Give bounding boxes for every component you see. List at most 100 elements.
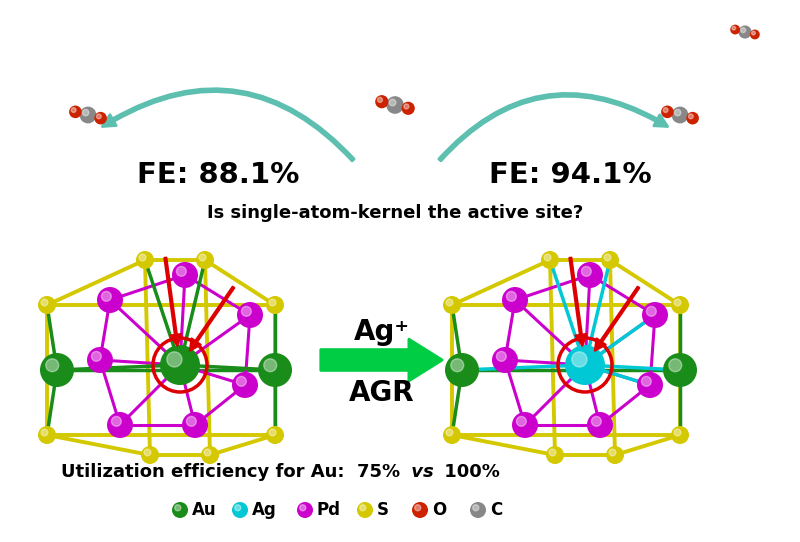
Text: Is single-atom-kernel the active site?: Is single-atom-kernel the active site? bbox=[207, 204, 583, 222]
Circle shape bbox=[297, 502, 313, 518]
Circle shape bbox=[269, 429, 276, 436]
Circle shape bbox=[751, 31, 755, 35]
Circle shape bbox=[506, 292, 516, 301]
Circle shape bbox=[642, 377, 651, 386]
FancyArrowPatch shape bbox=[439, 93, 668, 161]
Circle shape bbox=[663, 353, 697, 387]
Circle shape bbox=[473, 505, 478, 511]
Circle shape bbox=[601, 251, 619, 269]
Circle shape bbox=[360, 505, 366, 511]
Text: Utilization efficiency for Au:  75%: Utilization efficiency for Au: 75% bbox=[61, 463, 400, 481]
Circle shape bbox=[671, 107, 688, 124]
Circle shape bbox=[38, 426, 56, 444]
Circle shape bbox=[663, 108, 668, 113]
Circle shape bbox=[40, 353, 74, 387]
Circle shape bbox=[107, 412, 133, 438]
Circle shape bbox=[642, 302, 668, 328]
Circle shape bbox=[269, 299, 276, 306]
Text: O: O bbox=[432, 501, 446, 519]
Circle shape bbox=[674, 429, 681, 436]
Circle shape bbox=[38, 296, 56, 314]
Circle shape bbox=[591, 416, 602, 427]
Circle shape bbox=[750, 30, 760, 40]
Circle shape bbox=[237, 377, 246, 386]
Circle shape bbox=[174, 505, 181, 511]
Circle shape bbox=[445, 353, 479, 387]
Circle shape bbox=[97, 287, 123, 313]
Circle shape bbox=[69, 106, 82, 118]
Circle shape bbox=[404, 104, 409, 109]
Circle shape bbox=[375, 95, 389, 108]
Circle shape bbox=[91, 351, 102, 362]
Circle shape bbox=[414, 505, 421, 511]
Circle shape bbox=[79, 107, 97, 124]
Circle shape bbox=[186, 416, 196, 427]
Circle shape bbox=[609, 449, 616, 456]
Circle shape bbox=[232, 372, 258, 398]
Circle shape bbox=[172, 502, 188, 518]
Circle shape bbox=[167, 352, 182, 367]
Circle shape bbox=[572, 352, 587, 367]
Circle shape bbox=[196, 251, 214, 269]
Circle shape bbox=[232, 502, 248, 518]
Circle shape bbox=[111, 416, 122, 427]
Circle shape bbox=[502, 287, 528, 313]
Text: vs: vs bbox=[405, 463, 440, 481]
FancyArrowPatch shape bbox=[570, 257, 586, 346]
Circle shape bbox=[144, 449, 151, 456]
Circle shape bbox=[160, 345, 200, 385]
Circle shape bbox=[637, 372, 663, 398]
Circle shape bbox=[87, 347, 113, 373]
Circle shape bbox=[446, 429, 453, 436]
Text: C: C bbox=[490, 501, 502, 519]
Circle shape bbox=[512, 412, 538, 438]
Circle shape bbox=[738, 25, 751, 38]
Text: AGR: AGR bbox=[349, 379, 415, 407]
Circle shape bbox=[661, 106, 674, 118]
Circle shape bbox=[546, 446, 564, 464]
Circle shape bbox=[669, 359, 682, 372]
Circle shape bbox=[97, 114, 102, 119]
Circle shape bbox=[686, 112, 699, 125]
Circle shape bbox=[730, 24, 740, 35]
Text: Ag⁺: Ag⁺ bbox=[354, 318, 410, 346]
Circle shape bbox=[82, 109, 89, 116]
Circle shape bbox=[139, 254, 146, 261]
Circle shape bbox=[141, 446, 159, 464]
Circle shape bbox=[732, 27, 736, 30]
Circle shape bbox=[136, 251, 154, 269]
Circle shape bbox=[237, 302, 263, 328]
Circle shape bbox=[242, 306, 251, 317]
Circle shape bbox=[549, 449, 556, 456]
Circle shape bbox=[604, 254, 611, 261]
Circle shape bbox=[689, 114, 694, 119]
Circle shape bbox=[582, 267, 591, 276]
Text: Pd: Pd bbox=[317, 501, 341, 519]
Circle shape bbox=[386, 96, 404, 114]
FancyArrowPatch shape bbox=[321, 339, 442, 381]
Circle shape bbox=[201, 446, 219, 464]
Circle shape bbox=[357, 502, 373, 518]
Circle shape bbox=[182, 412, 208, 438]
Circle shape bbox=[544, 254, 551, 261]
Circle shape bbox=[606, 446, 624, 464]
FancyArrowPatch shape bbox=[102, 89, 354, 161]
Circle shape bbox=[443, 426, 461, 444]
Text: Ag: Ag bbox=[252, 501, 277, 519]
Circle shape bbox=[402, 102, 415, 115]
Circle shape bbox=[497, 351, 506, 362]
Circle shape bbox=[517, 416, 526, 427]
Circle shape bbox=[646, 306, 656, 317]
Circle shape bbox=[172, 262, 198, 288]
Circle shape bbox=[41, 429, 48, 436]
Circle shape bbox=[389, 99, 396, 106]
Circle shape bbox=[674, 299, 681, 306]
Circle shape bbox=[741, 28, 746, 33]
Circle shape bbox=[234, 505, 241, 511]
Circle shape bbox=[450, 359, 464, 372]
Circle shape bbox=[541, 251, 559, 269]
Circle shape bbox=[300, 505, 306, 511]
Circle shape bbox=[264, 359, 277, 372]
Circle shape bbox=[199, 254, 206, 261]
Circle shape bbox=[587, 412, 613, 438]
